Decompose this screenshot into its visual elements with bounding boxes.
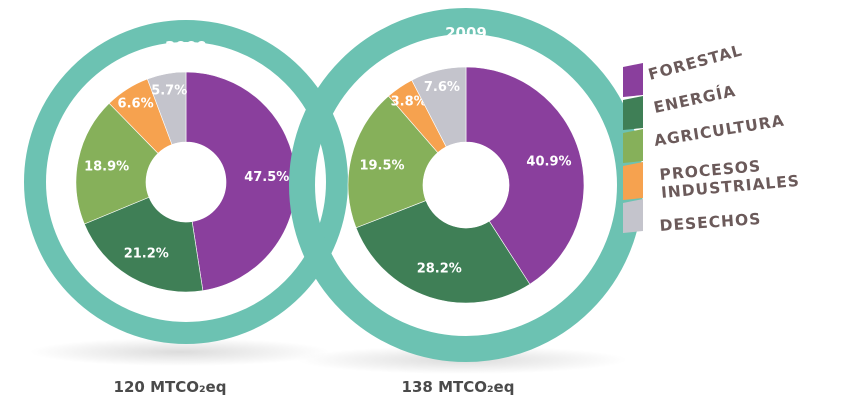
legend-label: ENERGÍA bbox=[652, 81, 738, 117]
year-label: 2009 bbox=[445, 24, 487, 42]
outer-ring bbox=[24, 20, 348, 344]
legend-label: FORESTAL bbox=[646, 41, 744, 83]
legend-swatch bbox=[623, 96, 643, 130]
slice-value-label: 3.8% bbox=[391, 95, 427, 110]
shadow-2000 bbox=[30, 338, 330, 366]
slice-value-label: 19.5% bbox=[359, 158, 404, 173]
slice-value-label: 28.2% bbox=[417, 261, 462, 276]
donut-hole bbox=[423, 142, 509, 228]
slice-value-label: 6.6% bbox=[118, 97, 154, 112]
legend-label: AGRICULTURA bbox=[653, 112, 786, 150]
total-emissions-label: 120 MTCO₂eq bbox=[114, 378, 227, 396]
donut-chart-2000: 2000 47.5% 21.2% 18.9% 6.6%5.7% 120 MTCO₂eq bbox=[24, 20, 348, 396]
legend-swatch bbox=[623, 162, 643, 200]
legend-swatch bbox=[623, 199, 643, 233]
legend-entry-desechos: DESECHOS bbox=[623, 199, 762, 235]
slice-value-label: 21.2% bbox=[124, 247, 169, 262]
legend-swatch bbox=[623, 129, 643, 163]
total-emissions-label: 138 MTCO₂eq bbox=[402, 378, 515, 396]
donut-chart-2009: 2009 40.9% 28.2% 19.5% 3.8%7.6% 138 MTCO₂eq bbox=[289, 8, 643, 396]
slice-value-label: 5.7% bbox=[151, 84, 187, 99]
slice-value-label: 47.5% bbox=[244, 170, 289, 185]
slice-value-label: 18.9% bbox=[84, 160, 129, 175]
slice-value-label: 40.9% bbox=[526, 155, 571, 170]
legend-label: DESECHOS bbox=[659, 210, 762, 235]
slice-value-label: 7.6% bbox=[424, 80, 460, 95]
donut-hole bbox=[146, 142, 226, 222]
year-label: 2000 bbox=[165, 38, 207, 56]
legend-swatch bbox=[623, 63, 643, 97]
legend-entry-agricultura: AGRICULTURA bbox=[623, 112, 786, 163]
